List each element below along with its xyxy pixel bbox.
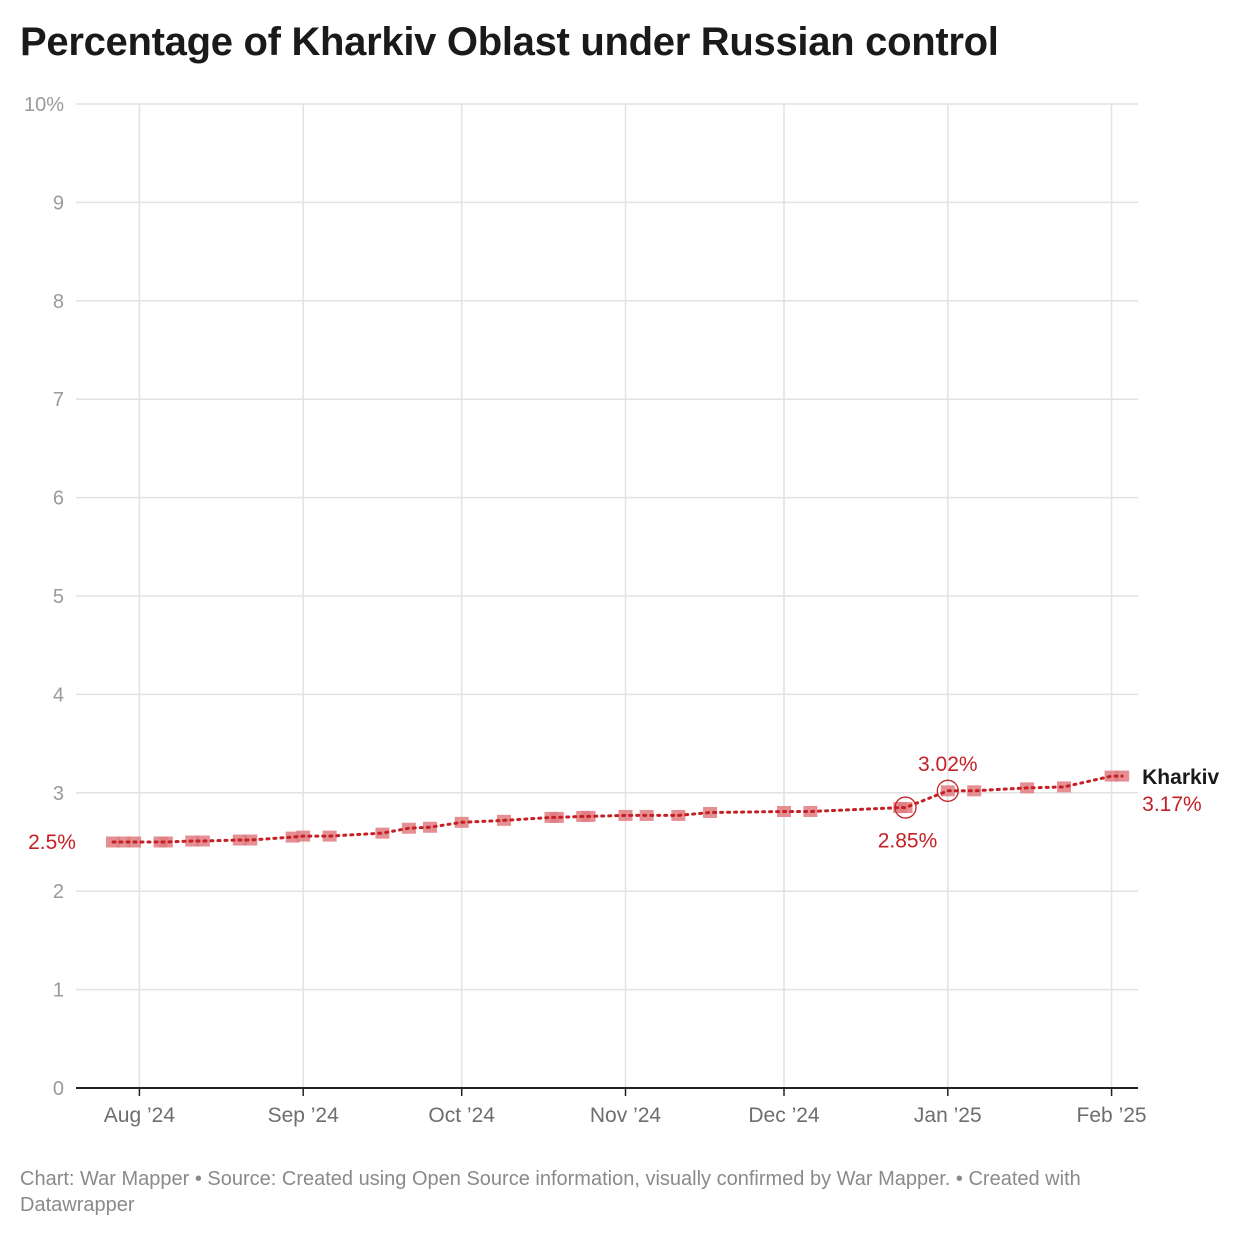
chart-footer: Chart: War Mapper • Source: Created usin… [20, 1168, 1081, 1216]
y-tick-label: 6 [53, 488, 64, 510]
y-tick-label: 7 [53, 389, 64, 411]
highlight-ring [936, 779, 959, 802]
x-tick-label: Jan ’25 [914, 1104, 982, 1127]
data-point [116, 836, 131, 848]
y-tick-label: 0 [53, 1078, 64, 1100]
data-label: 2.5% [28, 831, 76, 854]
label-layer: Kharkiv 3.17% 2.5% 2.85% 3.02% [28, 753, 1219, 854]
y-tick-label: 5 [53, 586, 64, 608]
data-point [158, 836, 173, 848]
data-label: 3.02% [918, 753, 978, 776]
y-tick-label: 10% [24, 94, 64, 116]
series-layer [105, 770, 1130, 848]
y-tick-label: 1 [53, 980, 64, 1002]
data-label: 2.85% [878, 830, 938, 853]
data-point [243, 834, 258, 846]
x-tick-label: Feb ’25 [1077, 1104, 1147, 1127]
data-point [285, 831, 300, 843]
series-end-value-label: 3.17% [1142, 793, 1202, 816]
x-tick-label: Nov ’24 [590, 1104, 662, 1127]
data-point [1104, 770, 1119, 782]
y-tick-label: 4 [53, 684, 64, 706]
y-tick-label: 3 [53, 783, 64, 805]
data-point [967, 785, 982, 797]
data-point [1057, 781, 1072, 793]
axis-layer: 0 1 2 3 4 5 6 7 8 9 10% Aug ’24 Sep ’24 Oct ’24 Nov ’2… [24, 94, 1147, 1127]
data-point [375, 827, 390, 839]
series-line [111, 774, 1124, 844]
chart-title: Percentage of Kharkiv Oblast under Russi… [20, 20, 999, 64]
line-chart: 0 1 2 3 4 5 6 7 8 9 10% Aug ’24 Sep ’24 Oct ’24 Nov ’2… [24, 94, 1220, 1127]
highlight-ring [894, 796, 917, 819]
x-tick-label: Aug ’24 [104, 1104, 176, 1127]
x-tick-label: Oct ’24 [428, 1104, 495, 1127]
x-tick-label: Sep ’24 [268, 1104, 340, 1127]
series-name-label: Kharkiv [1142, 766, 1219, 789]
y-tick-label: 8 [53, 291, 64, 313]
y-tick-label: 2 [53, 881, 64, 903]
grid-layer [76, 103, 1138, 1088]
data-point [549, 811, 564, 823]
x-tick-label: Dec ’24 [748, 1104, 820, 1127]
y-tick-label: 9 [53, 192, 64, 214]
